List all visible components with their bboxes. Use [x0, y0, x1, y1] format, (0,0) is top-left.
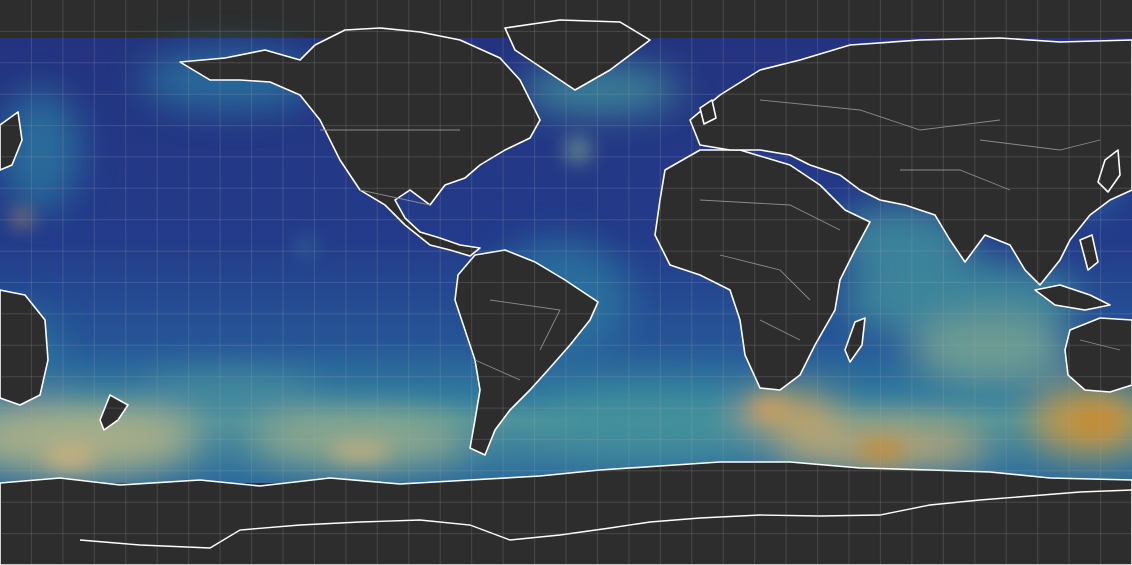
- great-britain: [699, 99, 717, 125]
- north-america: [179, 27, 541, 257]
- japan-west-wrap: [0, 111, 23, 171]
- australia: [1064, 317, 1132, 393]
- country-borders: [320, 99, 1121, 381]
- south-america: [454, 249, 599, 456]
- land-masses: [0, 19, 1132, 565]
- new-zealand: [99, 394, 129, 431]
- japan: [1097, 149, 1121, 193]
- philippines: [1079, 234, 1099, 271]
- eurasia: [689, 37, 1132, 286]
- indonesia-islands: [1034, 284, 1111, 311]
- australia-west-wrap: [0, 289, 49, 406]
- greenland: [504, 19, 651, 91]
- antarctica: [0, 461, 1132, 565]
- antarctic-coast-detail: [79, 489, 1132, 549]
- madagascar: [844, 317, 866, 363]
- africa: [654, 149, 871, 391]
